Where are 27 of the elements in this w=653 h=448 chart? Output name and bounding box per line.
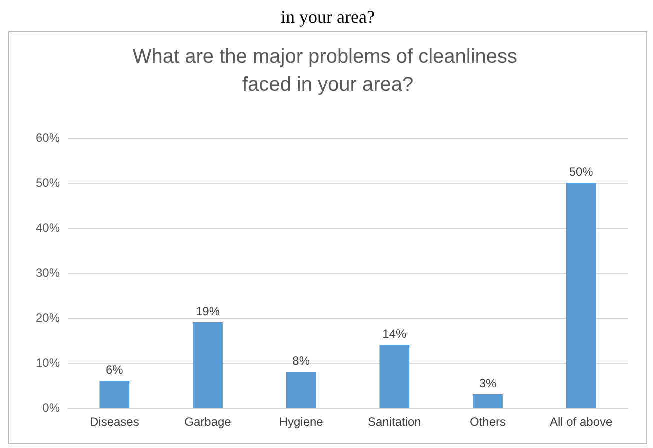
x-tick-label: Hygiene	[279, 415, 324, 429]
data-label: 3%	[479, 376, 497, 390]
data-label: 50%	[569, 165, 594, 179]
bar	[193, 322, 223, 408]
y-tick-label: 0%	[42, 401, 60, 415]
bar	[473, 394, 503, 408]
data-label: 19%	[196, 304, 220, 318]
x-tick-label: Garbage	[184, 415, 232, 429]
y-tick-label: 20%	[36, 311, 60, 325]
x-tick-label: Sanitation	[368, 415, 422, 429]
y-tick-label: 50%	[36, 176, 60, 190]
bar	[286, 372, 316, 408]
data-label: 8%	[292, 354, 310, 368]
x-tick-label: Others	[470, 415, 506, 429]
y-tick-label: 40%	[36, 221, 60, 235]
chart-title: What are the major problems of cleanliness faced in your area?	[132, 46, 524, 96]
x-tick-label: Diseases	[90, 415, 140, 429]
data-label: 6%	[106, 363, 124, 377]
data-label: 14%	[382, 327, 407, 341]
bar	[380, 345, 410, 408]
y-tick-label: 10%	[36, 356, 60, 370]
bar	[100, 381, 130, 408]
x-tick-label: All of above	[550, 415, 614, 429]
bar	[566, 183, 596, 408]
text: in your area?	[281, 7, 375, 27]
y-tick-label: 30%	[36, 266, 60, 280]
y-tick-label: 60%	[36, 131, 60, 145]
